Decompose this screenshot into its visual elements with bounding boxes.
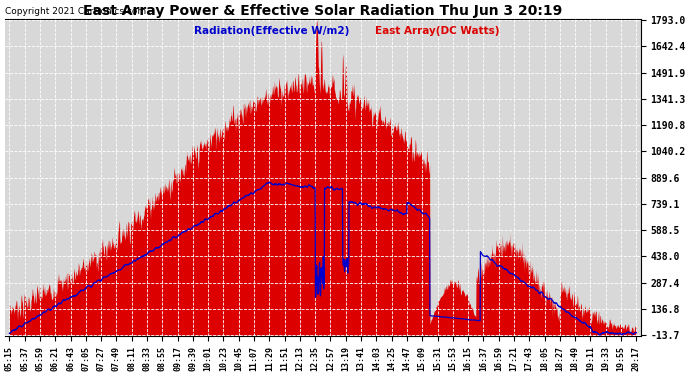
Title: East Array Power & Effective Solar Radiation Thu Jun 3 20:19: East Array Power & Effective Solar Radia… <box>83 4 562 18</box>
Text: East Array(DC Watts): East Array(DC Watts) <box>375 26 500 36</box>
Text: Radiation(Effective W/m2): Radiation(Effective W/m2) <box>195 26 350 36</box>
Text: Copyright 2021 Cartronics.com: Copyright 2021 Cartronics.com <box>5 7 146 16</box>
